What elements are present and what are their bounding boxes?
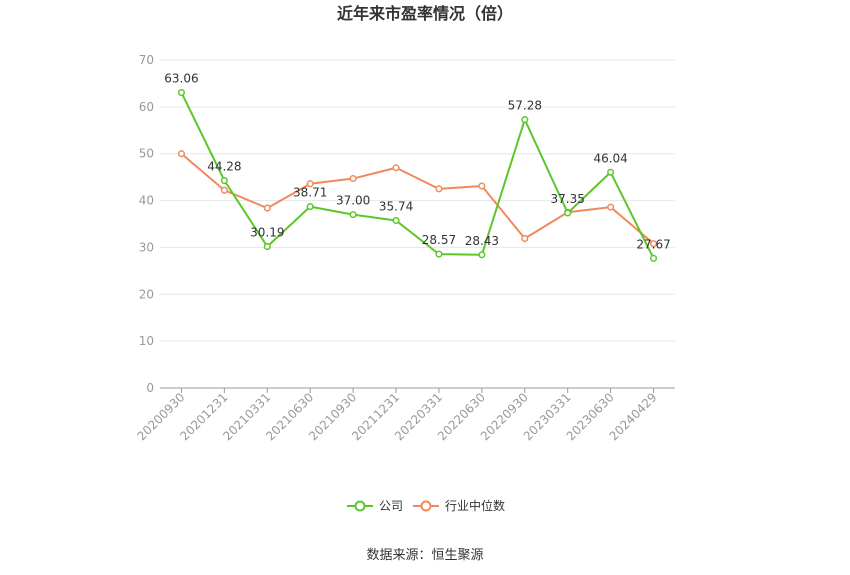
y-tick-label: 60 — [139, 100, 154, 114]
data-label: 37.35 — [551, 192, 585, 206]
series-1-point — [435, 185, 443, 193]
legend-industry-label: 行业中位数 — [445, 498, 505, 513]
series-0-point — [564, 209, 572, 217]
series-1-point — [349, 174, 357, 183]
data-label: 38.71 — [293, 186, 327, 200]
series-0-point — [521, 116, 529, 124]
series-0-point — [478, 251, 486, 259]
y-tick-label: 10 — [139, 334, 154, 348]
source-note: 数据来源：恒生聚源 — [366, 548, 483, 563]
data-label: 44.28 — [207, 160, 241, 174]
series-0-point — [392, 216, 400, 225]
series-1-point — [649, 240, 658, 248]
series-0-point — [177, 88, 186, 97]
series-1-point — [607, 203, 615, 211]
x-axis-ticks: 2020093020201231202103312021063020210930… — [134, 388, 660, 443]
data-label: 37.00 — [336, 194, 370, 208]
data-label: 63.06 — [164, 72, 198, 86]
data-label: 35.74 — [379, 200, 413, 214]
y-tick-label: 40 — [139, 194, 154, 208]
data-label: 28.57 — [422, 233, 456, 247]
series-0-point — [220, 176, 228, 185]
series-0-line — [180, 92, 655, 259]
data-labels: 63.06 44.28 30.19 38.71 37.00 35.74 28.57 28.43… — [164, 72, 670, 252]
legend[interactable]: 公司 行业中位数 — [347, 498, 505, 513]
series-1-line — [180, 152, 655, 245]
y-axis-ticks: 0 10 20 30 40 50 60 70 — [139, 53, 154, 395]
y-tick-label: 0 — [146, 381, 154, 395]
series-1-point — [220, 186, 228, 194]
legend-industry-marker — [420, 500, 432, 512]
series-0-point — [435, 250, 443, 258]
legend-company-label: 公司 — [379, 499, 403, 513]
series-0-point — [607, 168, 615, 176]
series-1-point — [521, 234, 529, 243]
y-tick-label: 20 — [139, 287, 154, 301]
data-label: 27.67 — [636, 237, 670, 251]
series-0-point — [263, 242, 271, 251]
legend-company-marker — [354, 500, 366, 512]
legend-item-industry[interactable]: 行业中位数 — [413, 498, 505, 513]
series-1-point — [478, 182, 486, 190]
series-0-point — [649, 254, 658, 262]
data-label: 57.28 — [508, 99, 542, 113]
legend-item-company[interactable]: 公司 — [347, 499, 403, 513]
data-label: 30.19 — [250, 226, 284, 240]
series-1-point — [177, 150, 186, 158]
series-1-point — [306, 180, 314, 188]
y-tick-label: 70 — [139, 53, 154, 67]
series-0-point — [306, 203, 314, 211]
y-tick-label: 30 — [139, 240, 154, 254]
data-label: 28.43 — [465, 234, 499, 248]
series-0-point — [349, 211, 357, 219]
chart-title: 近年来市盈率情况（倍） — [337, 4, 513, 23]
series-1-point — [392, 164, 400, 172]
series-layer — [177, 88, 658, 262]
y-tick-label: 50 — [139, 147, 154, 161]
data-label: 46.04 — [593, 151, 627, 165]
series-1-point — [263, 204, 271, 212]
grid-lines — [160, 59, 675, 342]
